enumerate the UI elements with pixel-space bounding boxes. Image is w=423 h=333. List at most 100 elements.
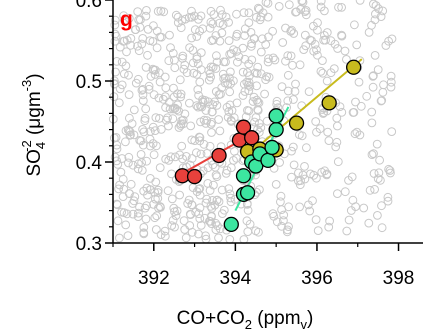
background-point xyxy=(289,95,298,104)
fit-line xyxy=(242,58,363,160)
background-point xyxy=(115,233,124,243)
background-point xyxy=(323,127,333,137)
background-point xyxy=(151,225,161,234)
background-point xyxy=(332,137,342,147)
background-point xyxy=(308,196,317,206)
background-point xyxy=(368,72,378,81)
background-point xyxy=(126,179,136,189)
background-point xyxy=(152,141,161,151)
background-point xyxy=(195,190,205,200)
background-point xyxy=(218,69,228,79)
background-point xyxy=(291,7,300,17)
background-point xyxy=(244,18,254,28)
background-point xyxy=(135,202,144,212)
background-point xyxy=(281,56,290,66)
background-point xyxy=(284,0,294,10)
background-point xyxy=(122,47,131,57)
background-point xyxy=(369,149,378,159)
background-point xyxy=(315,124,325,134)
background-point xyxy=(124,90,134,99)
background-point xyxy=(243,205,253,215)
data-point xyxy=(346,59,362,75)
data-point xyxy=(239,185,256,201)
background-point xyxy=(187,33,197,43)
background-point xyxy=(195,133,205,142)
background-point xyxy=(167,194,177,204)
background-point xyxy=(362,91,372,101)
background-point xyxy=(256,47,266,57)
background-point xyxy=(304,87,314,96)
background-point xyxy=(209,10,219,19)
background-point xyxy=(326,68,336,78)
background-point xyxy=(118,192,128,202)
background-point xyxy=(340,187,350,197)
background-point xyxy=(149,21,158,31)
background-point xyxy=(143,50,152,60)
background-point xyxy=(138,140,148,150)
background-point xyxy=(110,29,120,39)
background-point xyxy=(143,190,152,200)
background-point xyxy=(290,87,300,96)
background-point xyxy=(386,71,396,81)
panel-label: g xyxy=(120,8,133,31)
y-axis-title-unit-sup: -3 xyxy=(19,80,34,92)
background-point xyxy=(118,174,128,184)
background-point xyxy=(378,6,388,16)
background-point xyxy=(234,52,244,61)
background-point xyxy=(272,96,282,106)
background-point xyxy=(288,142,298,152)
background-point xyxy=(208,19,218,29)
background-point xyxy=(225,87,235,97)
background-point xyxy=(168,215,178,225)
background-point xyxy=(207,36,216,46)
background-point xyxy=(312,173,321,183)
background-point xyxy=(126,40,136,50)
background-point xyxy=(184,13,194,22)
background-point xyxy=(196,149,206,159)
background-point xyxy=(294,168,303,178)
background-point xyxy=(312,45,321,55)
background-point xyxy=(367,20,376,30)
background-point xyxy=(222,102,232,112)
background-point xyxy=(207,212,216,222)
background-point xyxy=(179,216,189,226)
background-point xyxy=(224,184,234,194)
background-point xyxy=(148,37,158,46)
x-axis-title-unit-sub: v xyxy=(301,317,308,332)
background-point xyxy=(229,156,238,165)
background-point xyxy=(138,85,148,94)
background-point xyxy=(202,149,212,158)
ticks: 392 394 396 398 0.3 0.4 0.5 0.6 xyxy=(76,0,414,289)
background-point xyxy=(177,116,187,125)
background-point xyxy=(283,86,293,96)
background-point xyxy=(364,218,374,228)
background-point xyxy=(311,215,321,225)
background-point xyxy=(206,201,216,211)
background-point xyxy=(176,121,186,130)
background-point xyxy=(141,63,151,72)
data-point xyxy=(211,147,227,164)
background-point xyxy=(160,92,170,101)
background-point xyxy=(246,41,256,51)
background-point xyxy=(211,170,221,180)
background-point xyxy=(384,164,394,174)
background-point xyxy=(139,127,149,137)
y-axis-title-close: ) xyxy=(24,73,45,79)
background-point xyxy=(324,222,334,232)
background-point xyxy=(143,25,153,34)
background-point xyxy=(214,115,224,124)
data-point xyxy=(260,152,276,169)
background-point xyxy=(224,107,234,116)
background-point xyxy=(198,97,208,107)
background-point xyxy=(214,90,224,99)
data-point xyxy=(235,119,252,135)
background-point xyxy=(251,226,261,236)
background-point xyxy=(256,12,266,22)
background-point xyxy=(289,160,299,170)
background-point xyxy=(332,113,342,123)
background-point xyxy=(348,108,358,117)
background-point xyxy=(119,69,129,79)
background-point xyxy=(136,150,146,159)
background-point xyxy=(218,209,227,219)
